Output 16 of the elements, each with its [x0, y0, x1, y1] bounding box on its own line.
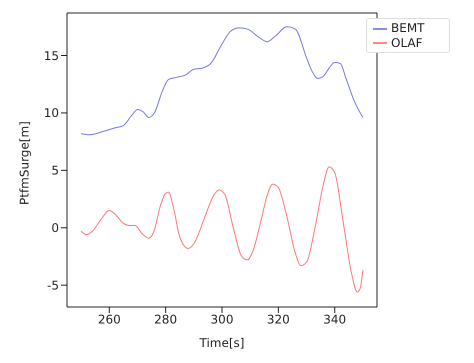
y-tick-label: 10: [44, 106, 59, 120]
y-tick-label: 15: [44, 48, 59, 63]
y-tick-label: 0: [51, 221, 59, 236]
x-tick-label: 300: [210, 312, 234, 327]
legend-label: OLAF: [391, 36, 423, 50]
y-tick-label: 5: [51, 164, 59, 178]
x-tick-label: 260: [98, 312, 121, 327]
legend-label: BEMT: [391, 21, 424, 35]
line-series: [80, 26, 364, 136]
y-axis-title: PtfmSurge[m]: [17, 121, 32, 205]
x-tick-label: 280: [154, 312, 178, 327]
y-tick-label: -5: [47, 278, 59, 292]
x-axis-title: Time[s]: [198, 336, 244, 350]
x-tick-label: 340: [323, 312, 346, 327]
line-series: [80, 166, 364, 293]
x-tick-label: 320: [266, 312, 290, 327]
